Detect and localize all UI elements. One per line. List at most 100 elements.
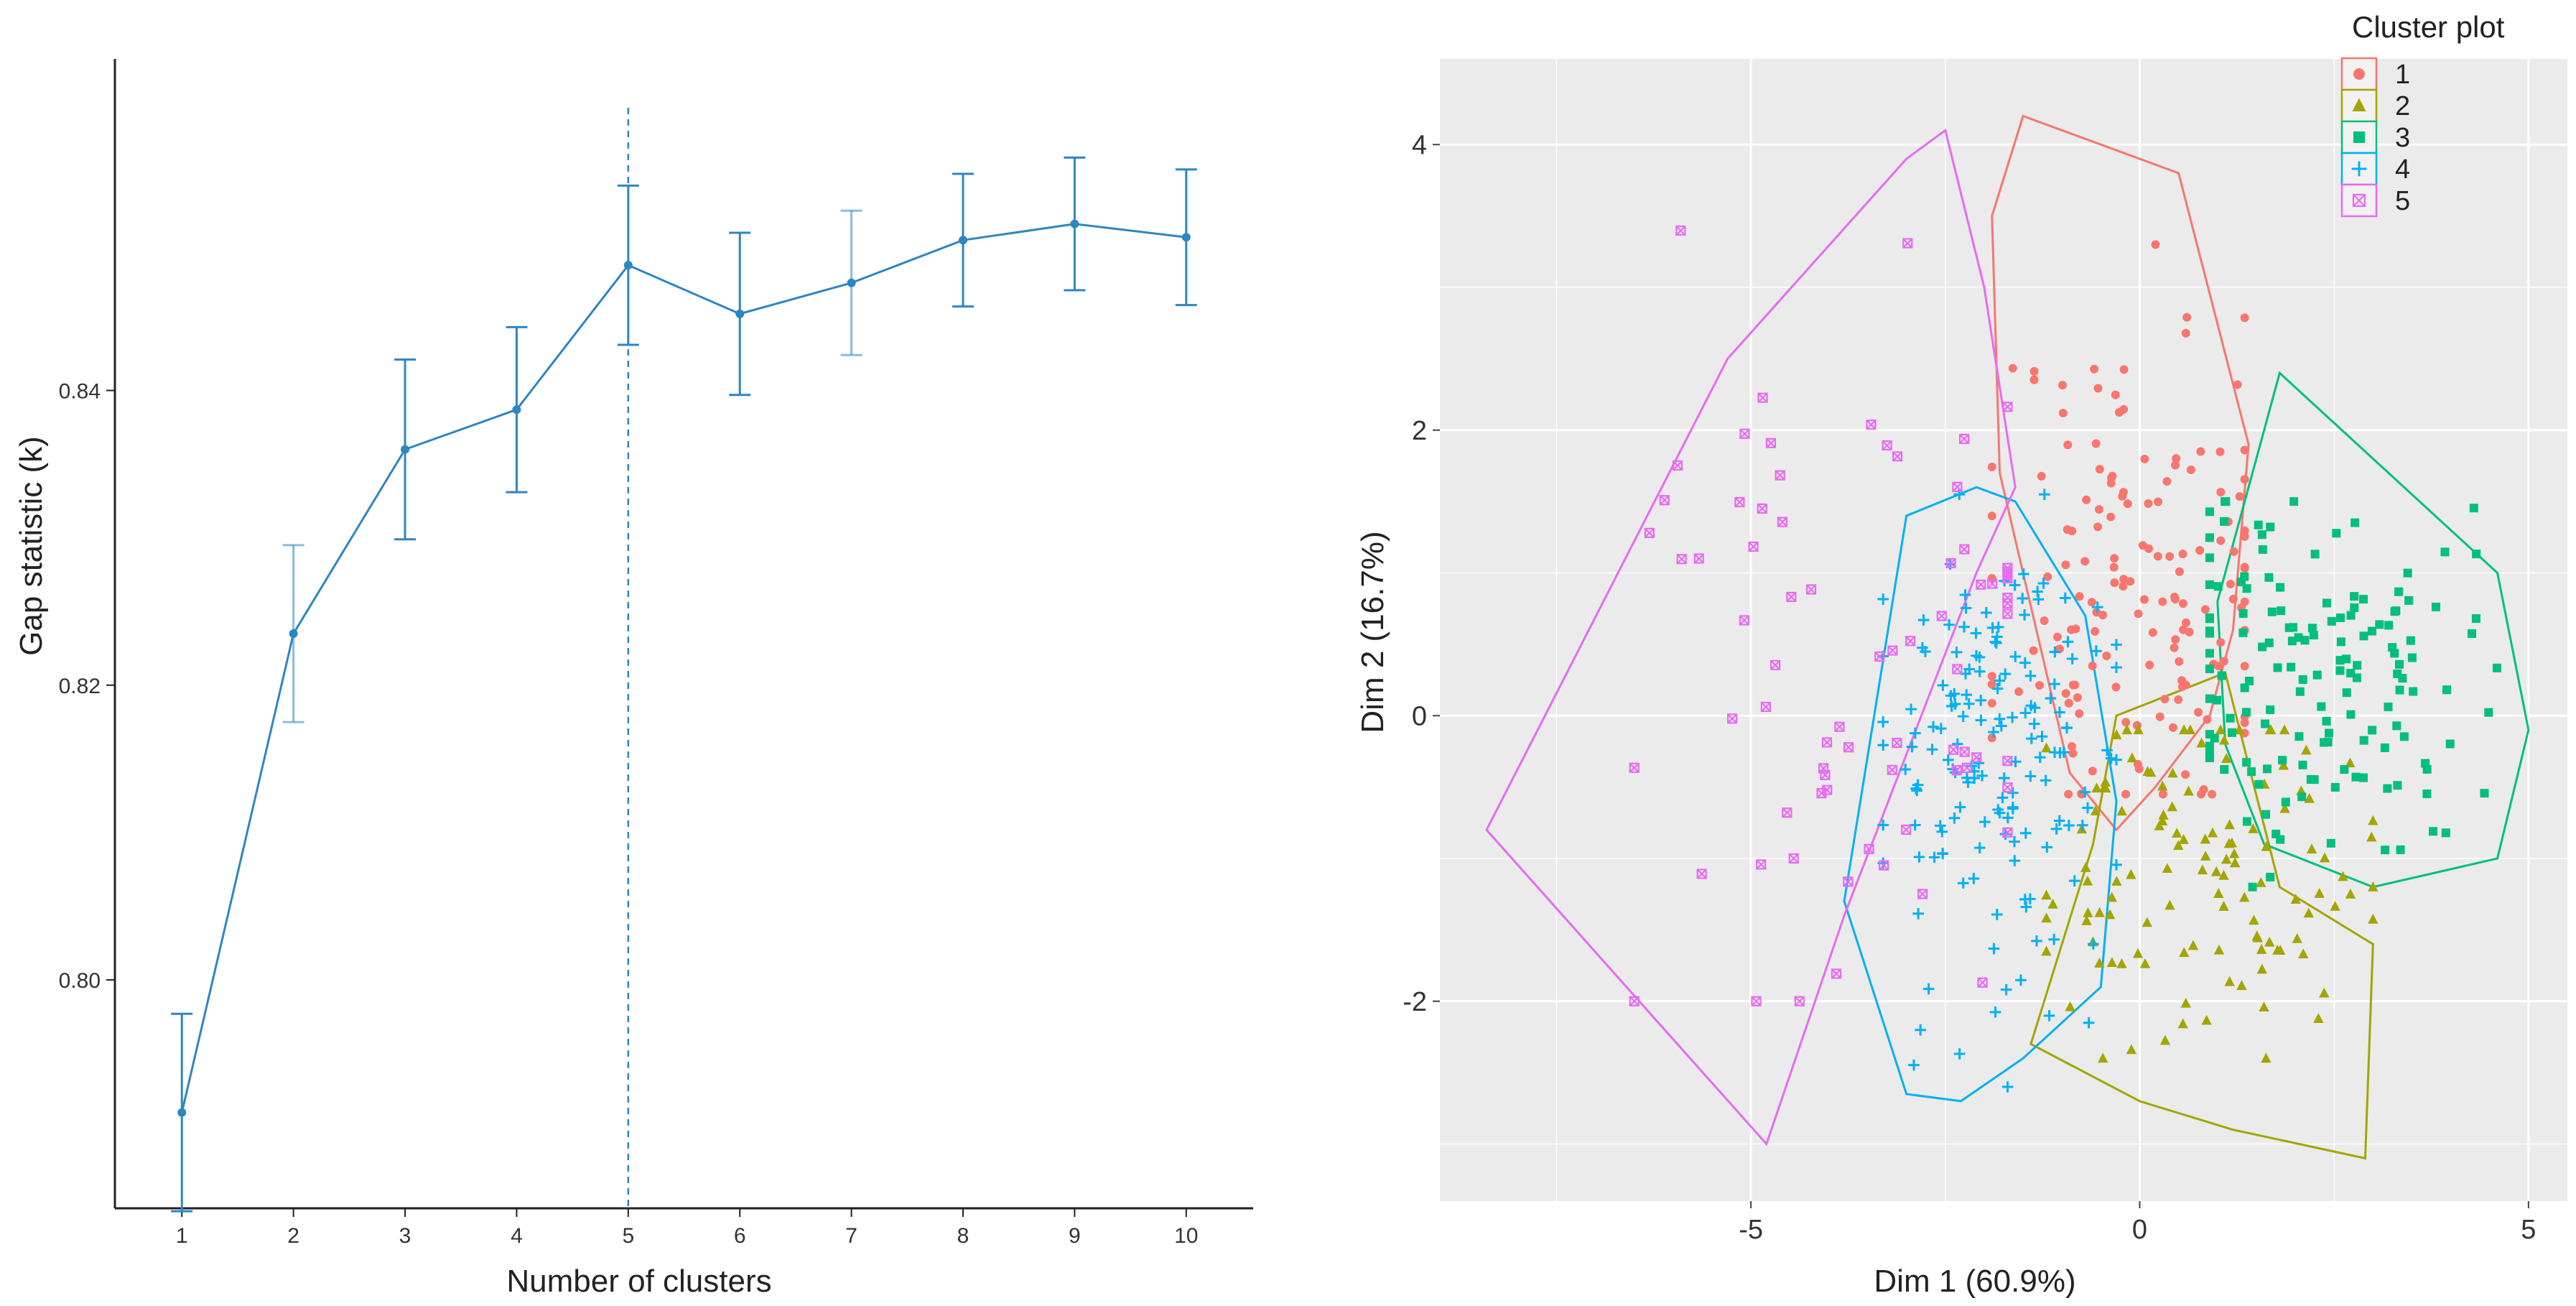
cluster-point-2: [2224, 819, 2235, 830]
cluster-point-2: [2099, 782, 2110, 792]
cluster-point-4: [2062, 636, 2074, 648]
cluster-point-3: [2409, 687, 2418, 696]
cluster-point-1: [2181, 770, 2190, 779]
cluster-point-3: [2276, 835, 2285, 844]
cluster-point-3: [2323, 738, 2333, 747]
cluster-point-3: [2262, 764, 2272, 774]
cluster-point-4: [2045, 693, 2057, 704]
cluster-y-axis-label: Dim 2 (16.7%): [1355, 531, 1390, 733]
cluster-point-1: [2068, 527, 2077, 536]
cluster-point-2: [2106, 891, 2117, 902]
cluster-point-4: [2040, 774, 2052, 787]
cluster-point-1: [2093, 522, 2103, 532]
cluster-point-2: [2303, 907, 2315, 918]
cluster-point-3: [2322, 716, 2331, 726]
cluster-point-3: [2205, 741, 2214, 751]
cluster-point-5: [1952, 664, 1963, 675]
cluster-point-2: [2041, 889, 2052, 900]
cluster-point-2: [2314, 888, 2325, 898]
cluster-point-2: [2142, 917, 2153, 927]
cluster-point-2: [2368, 913, 2379, 924]
cluster-point-2: [2187, 940, 2199, 950]
cluster-point-4: [1877, 819, 1889, 831]
gap-data-point: [1181, 233, 1191, 242]
cluster-point-4: [2057, 746, 2070, 758]
cluster-point-4: [2025, 700, 2037, 711]
cluster-point-2: [2249, 914, 2259, 925]
cluster-point-3: [2332, 529, 2341, 538]
cluster-point-5: [1794, 996, 1805, 1006]
cluster-point-1: [2178, 550, 2187, 559]
cluster-point-2: [2121, 724, 2132, 735]
cluster-point-1: [2151, 240, 2160, 249]
cluster-point-3: [2380, 743, 2389, 752]
gap-x-tick-label: 7: [845, 1224, 857, 1248]
cluster-points: [1629, 225, 2501, 1093]
cluster-point-2: [2275, 945, 2286, 955]
cluster-point-3: [2205, 753, 2214, 762]
cluster-point-5: [1879, 860, 1889, 871]
cluster-point-2: [2126, 869, 2136, 879]
cluster-point-2: [2116, 958, 2127, 968]
cluster-point-1: [2061, 689, 2070, 698]
gap-y-tick-label: 0.80: [59, 969, 101, 993]
cluster-point-3: [2367, 626, 2376, 636]
cluster-point-1: [2139, 595, 2149, 604]
gap-x-tick-label: 2: [287, 1224, 299, 1248]
cluster-point-3: [2359, 631, 2368, 641]
cluster-point-2: [2080, 862, 2091, 872]
cluster-y-tick-label: 2: [1412, 416, 1427, 446]
cluster-point-2: [2154, 820, 2165, 830]
cluster-point-4: [2007, 802, 2019, 815]
cluster-point-3: [2264, 638, 2274, 647]
cluster-point-5: [1882, 440, 1892, 451]
cluster-point-1: [2182, 312, 2192, 322]
cluster-point-2: [2233, 724, 2245, 735]
cluster-point-1: [2068, 749, 2078, 758]
cluster-point-4: [1917, 642, 1928, 654]
cluster-point-4: [1935, 723, 1947, 734]
cluster-point-4: [1928, 851, 1940, 863]
legend-label-5: 5: [2395, 186, 2410, 216]
cluster-point-3: [2261, 719, 2270, 728]
cluster-point-1: [2035, 681, 2045, 690]
cluster-point-1: [2087, 598, 2096, 607]
cluster-point-1: [2240, 662, 2249, 671]
cluster-point-1: [2170, 592, 2179, 601]
cluster-point-1: [2215, 447, 2225, 456]
cluster-point-1: [2165, 552, 2175, 561]
cluster-point-5: [1786, 591, 1797, 603]
cluster-point-1: [1987, 680, 1996, 689]
cluster-point-4: [1968, 873, 1980, 884]
cluster-point-3: [2440, 547, 2450, 557]
cluster-point-5: [1843, 876, 1854, 887]
cluster-point-2: [2210, 866, 2222, 876]
cluster-point-1: [2203, 715, 2212, 724]
cluster-point-3: [2336, 613, 2345, 623]
cluster-point-1: [2123, 499, 2132, 509]
cluster-point-3: [2236, 578, 2246, 587]
cluster-point-4: [1961, 689, 1973, 700]
cluster-point-1: [2177, 682, 2187, 691]
legend-marker-4: [2351, 161, 2367, 177]
cluster-point-1: [2075, 709, 2084, 718]
gap-data-point: [401, 445, 410, 454]
cluster-point-2: [2167, 767, 2178, 778]
cluster-point-2: [2215, 724, 2226, 735]
cluster-point-1: [2073, 693, 2082, 702]
cluster-point-4: [2017, 593, 2028, 604]
cluster-point-3: [2359, 773, 2368, 782]
cluster-point-4: [1960, 602, 1972, 614]
cluster-point-5: [1971, 752, 1982, 763]
cluster-point-3: [2403, 568, 2412, 578]
cluster-point-4: [1913, 851, 1925, 863]
cluster-point-2: [2368, 881, 2379, 891]
cluster-point-3: [2238, 628, 2248, 637]
cluster-point-1: [2178, 599, 2187, 608]
cluster-point-5: [1816, 788, 1827, 799]
cluster-point-3: [2391, 606, 2401, 616]
cluster-point-5: [1696, 869, 1707, 879]
cluster-point-3: [2298, 675, 2307, 684]
cluster-point-4: [2017, 568, 2029, 580]
